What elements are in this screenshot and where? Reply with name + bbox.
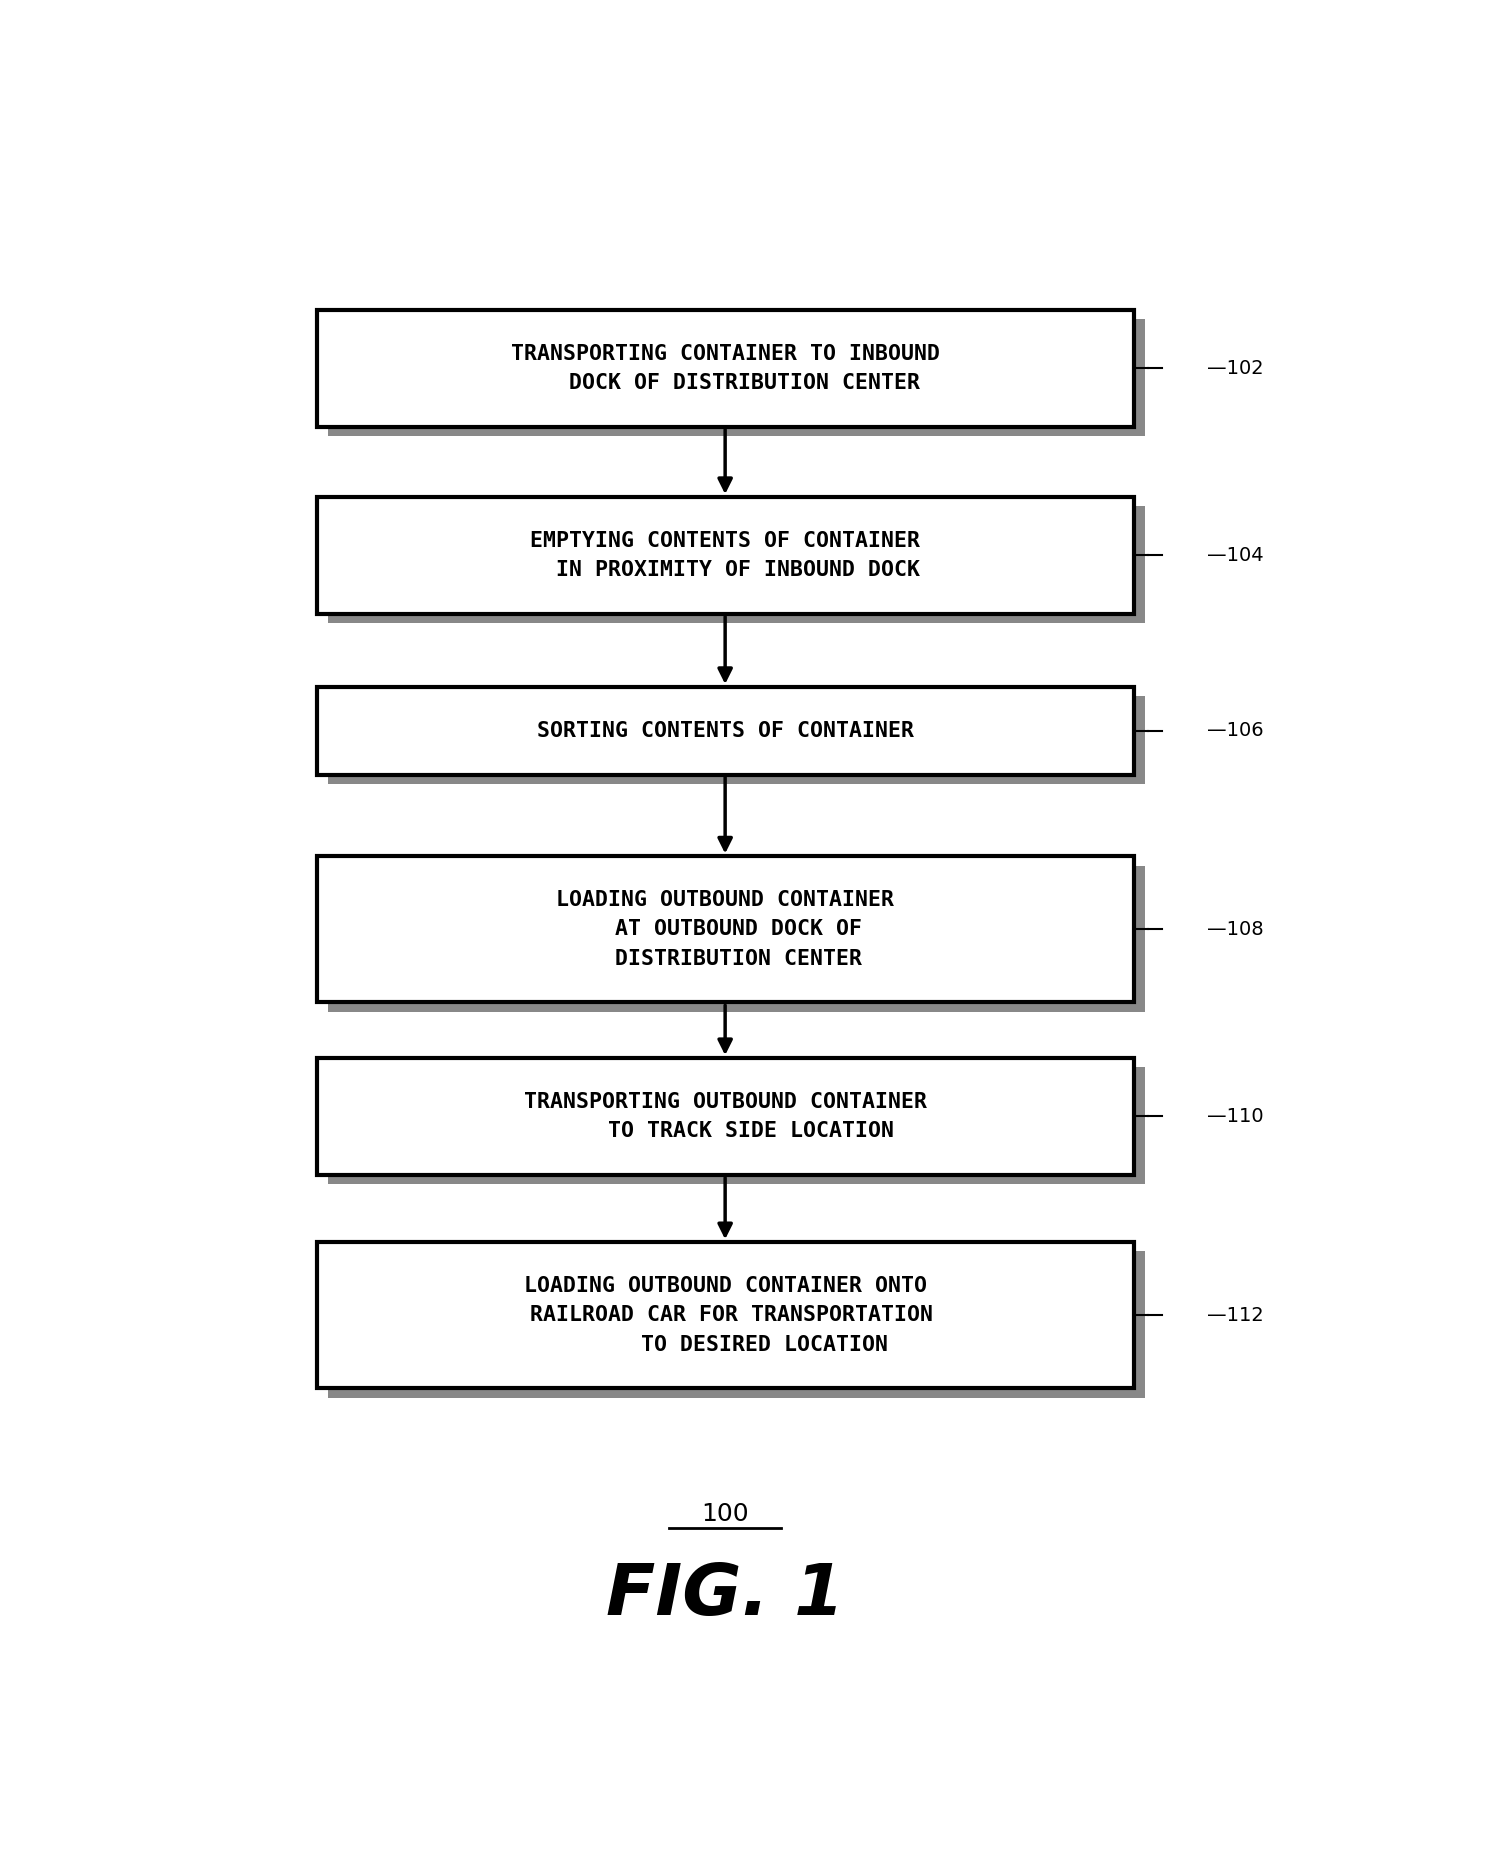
- Bar: [328, 865, 1146, 1011]
- Text: —112: —112: [1208, 1306, 1264, 1324]
- Bar: [316, 856, 1134, 1002]
- Bar: [316, 496, 1134, 613]
- Text: TRANSPORTING CONTAINER TO INBOUND
   DOCK OF DISTRIBUTION CENTER: TRANSPORTING CONTAINER TO INBOUND DOCK O…: [511, 344, 940, 393]
- Text: LOADING OUTBOUND CONTAINER ONTO
 RAILROAD CAR FOR TRANSPORTATION
      TO DESIRE: LOADING OUTBOUND CONTAINER ONTO RAILROAD…: [517, 1276, 934, 1356]
- Text: EMPTYING CONTENTS OF CONTAINER
  IN PROXIMITY OF INBOUND DOCK: EMPTYING CONTENTS OF CONTAINER IN PROXIM…: [530, 530, 920, 580]
- Bar: [328, 1067, 1146, 1183]
- Text: TRANSPORTING OUTBOUND CONTAINER
    TO TRACK SIDE LOCATION: TRANSPORTING OUTBOUND CONTAINER TO TRACK…: [524, 1091, 926, 1141]
- Bar: [328, 319, 1146, 437]
- Text: FIG. 1: FIG. 1: [605, 1561, 845, 1630]
- Bar: [316, 1057, 1134, 1174]
- Text: SORTING CONTENTS OF CONTAINER: SORTING CONTENTS OF CONTAINER: [536, 720, 914, 741]
- Bar: [316, 687, 1134, 774]
- Text: —106: —106: [1208, 720, 1264, 741]
- Bar: [316, 1243, 1134, 1389]
- Text: LOADING OUTBOUND CONTAINER
  AT OUTBOUND DOCK OF
  DISTRIBUTION CENTER: LOADING OUTBOUND CONTAINER AT OUTBOUND D…: [556, 889, 895, 969]
- Text: 100: 100: [702, 1502, 748, 1526]
- Bar: [316, 309, 1134, 426]
- Text: —108: —108: [1208, 920, 1264, 939]
- Text: —104: —104: [1208, 546, 1264, 565]
- Bar: [328, 696, 1146, 783]
- Bar: [328, 1252, 1146, 1398]
- Bar: [328, 506, 1146, 622]
- Text: —102: —102: [1208, 359, 1264, 378]
- Text: —110: —110: [1208, 1107, 1264, 1126]
